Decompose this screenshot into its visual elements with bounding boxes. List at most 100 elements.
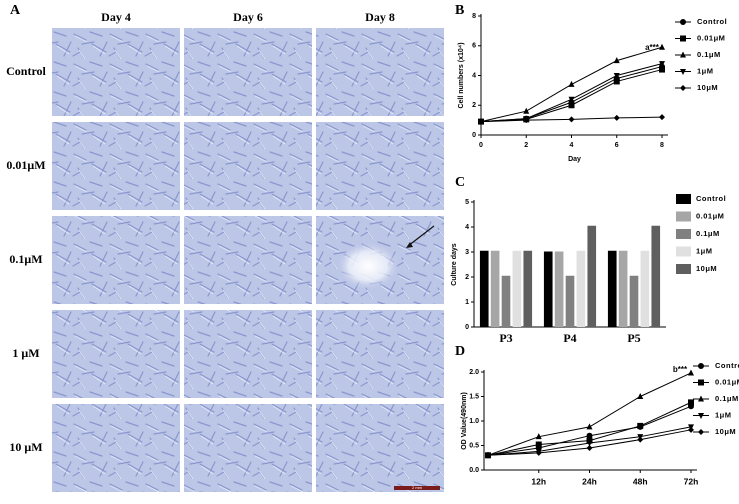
data-point [688,399,694,406]
legend-swatch [676,211,691,222]
y-tick-label: 0.0 [469,467,479,474]
row-label: 10 μM [9,440,42,454]
row-label: 0.1μM [9,252,42,266]
micrograph [52,28,180,116]
micrograph [184,404,312,492]
panel-label: B [455,3,464,18]
x-tick-label: 72h [684,476,699,486]
legend-marker [698,363,704,369]
column-label: Day 4 [101,10,131,24]
legend-label: 1μM [696,246,713,255]
legend-label: 0.1μM [696,229,720,238]
row-label: 1 μM [12,346,39,360]
legend-label: Control [697,17,727,26]
legend-marker [680,85,686,91]
data-point [613,57,620,64]
x-tick-label: P5 [627,331,640,345]
data-point [659,43,665,50]
micrograph [52,404,180,492]
legend-marker [680,19,686,25]
bar [651,225,661,327]
data-point [688,426,694,433]
micrograph [52,310,180,398]
x-tick-label: 24h [582,476,597,486]
scale-bar [394,486,440,490]
legend-label: 0.1μM [697,50,721,59]
x-tick-label: 0 [479,142,483,149]
y-axis-label: Cell numbers (x10⁴) [458,42,465,108]
data-point [659,61,665,68]
legend-label: 10μM [715,427,736,436]
panel-a: Day 4 Day 6 Day 8 Control 0.01μM 0.1μM 1 μM 10 … [6,10,444,492]
data-point [586,423,593,430]
legend-label: 0.01μM [696,211,724,220]
series-line [480,66,663,123]
data-point [535,441,542,448]
data-point [637,422,644,429]
bar [512,250,522,327]
arrow [407,225,435,247]
data-point [586,444,593,451]
bar [587,225,597,327]
data-point [568,102,575,109]
legend-label: 0.1μM [715,394,739,403]
arrow-head [406,242,413,248]
annotation: b*** [673,365,688,374]
micrograph [184,28,312,116]
bar [629,275,639,327]
legend-label: Control [696,194,726,203]
micrograph [184,310,312,398]
x-axis-label: Day [568,156,581,163]
micrograph [52,216,180,304]
y-tick-label: 0 [472,132,476,139]
annotation: a*** [645,43,660,52]
y-tick-label: 2.0 [469,369,479,376]
data-point [613,73,620,79]
legend-label: Control [715,361,739,370]
legend-swatch [676,264,691,274]
data-point [613,78,620,85]
bar [490,250,500,327]
legend-marker [698,395,704,402]
x-tick-label: 48h [633,476,648,486]
data-point [586,440,593,447]
x-tick-label: 6 [615,142,619,149]
data-point [523,107,530,114]
data-point [535,433,542,440]
legend-marker [680,35,686,42]
data-point [637,436,644,443]
legend-label: 10μM [697,83,718,92]
micrograph [316,404,444,492]
micrograph [316,122,444,210]
legend-label: 0.01μM [715,377,739,386]
data-point [637,393,644,399]
bar [640,250,650,327]
micrograph [184,122,312,210]
y-tick-label: 2 [465,274,469,281]
y-tick-label: 3 [465,249,469,256]
legend-label: 0.01μM [697,33,725,42]
data-point [568,80,575,87]
y-tick-label: 8 [472,13,476,20]
data-point [659,66,665,73]
legend-swatch [676,246,691,257]
y-axis-label: Culture days [451,243,458,286]
data-point [613,114,620,121]
bar [543,251,553,327]
bar [607,250,617,327]
x-tick-label: 12h [531,476,546,486]
y-tick-label: 1.5 [469,393,479,400]
legend-swatch [676,194,691,204]
row-label: Control [6,64,46,78]
data-point [568,96,575,103]
bar [501,275,511,327]
y-tick-label: 0 [465,324,469,331]
data-point [688,369,694,376]
bar [479,250,489,327]
micrograph [184,216,312,304]
legend-label: 1μM [715,410,732,419]
y-tick-label: 4 [472,72,476,79]
panel-label: C [455,175,465,190]
bar [523,250,533,327]
panel-label: A [10,3,21,18]
